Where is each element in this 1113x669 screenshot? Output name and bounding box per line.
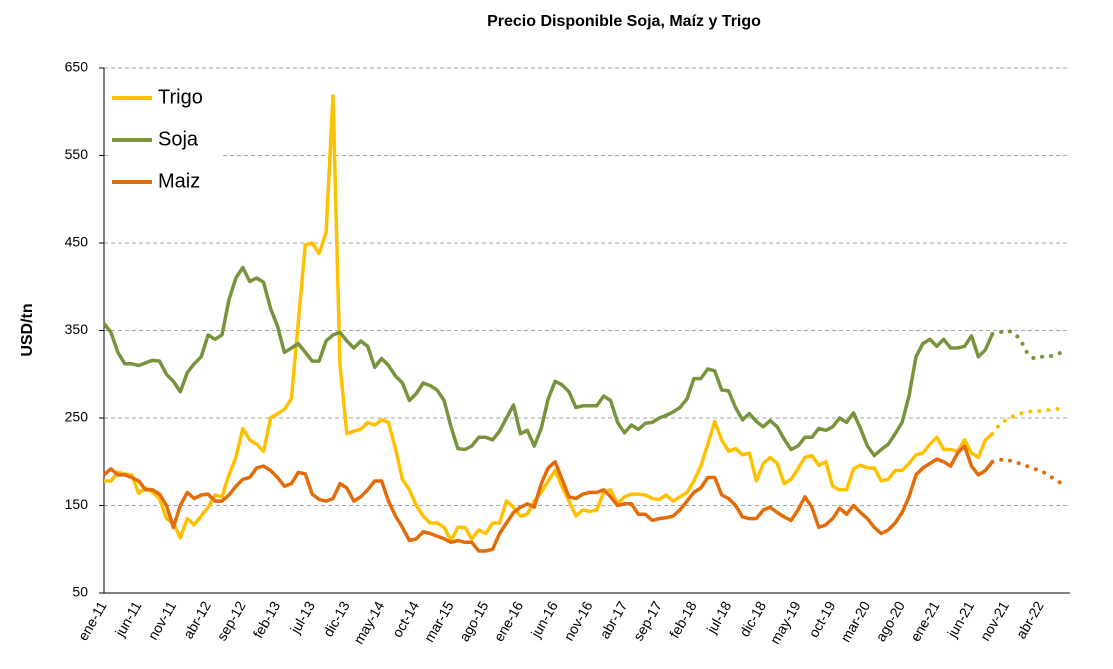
series-line xyxy=(102,444,994,553)
x-tick-label: abr-12 xyxy=(180,598,214,641)
x-tick-label: may-19 xyxy=(767,598,804,647)
y-tick-label: 450 xyxy=(65,234,89,250)
x-tick-label: ene-21 xyxy=(907,598,943,644)
x-tick-label: ene-16 xyxy=(491,598,527,644)
forecast-line xyxy=(990,457,1064,486)
x-tick-label: jun-21 xyxy=(943,598,977,641)
legend-label: Soja xyxy=(158,128,199,150)
x-tick-label: jun-16 xyxy=(527,598,561,641)
x-tick-label: sep-17 xyxy=(630,598,665,643)
y-tick-label: 50 xyxy=(72,584,88,600)
x-tick-label: oct-14 xyxy=(389,598,422,640)
x-tick-label: ago-20 xyxy=(872,598,908,644)
x-tick-label: jul-13 xyxy=(287,598,319,637)
series-line xyxy=(102,265,994,458)
x-tick-label: ago-15 xyxy=(456,598,492,644)
x-tick-label: oct-19 xyxy=(805,598,838,640)
x-tick-label: jul-18 xyxy=(703,598,735,637)
x-tick-label: jun-11 xyxy=(111,598,144,640)
x-tick-label: may-14 xyxy=(350,598,387,647)
x-tick-label: sep-12 xyxy=(213,598,248,643)
forecast-line xyxy=(990,406,1064,436)
y-tick-label: 550 xyxy=(65,146,89,162)
y-axis-label: USD/tn xyxy=(19,303,36,356)
x-tick-label: nov-16 xyxy=(560,598,595,643)
legend-label: Maiz xyxy=(158,170,200,192)
series-line xyxy=(104,94,994,543)
x-tick-label: nov-11 xyxy=(144,598,179,642)
y-tick-label: 250 xyxy=(65,409,89,425)
y-tick-label: 150 xyxy=(65,496,89,512)
legend-label: Trigo xyxy=(158,86,203,108)
x-tick-label: abr-17 xyxy=(596,598,630,641)
x-tick-label: feb-18 xyxy=(666,598,700,641)
x-tick-label: nov-21 xyxy=(977,598,1012,643)
y-tick-label: 350 xyxy=(65,321,89,337)
x-tick-label: dic-18 xyxy=(736,598,769,639)
y-tick-label: 650 xyxy=(65,59,89,75)
x-tick-label: dic-13 xyxy=(320,598,353,639)
x-tick-label: ene-11 xyxy=(75,598,110,643)
chart-title: Precio Disponible Soja, Maíz y Trigo xyxy=(487,13,761,30)
x-tick-label: mar-20 xyxy=(837,598,873,645)
forecast-line xyxy=(990,328,1064,361)
x-tick-label: feb-13 xyxy=(250,598,284,641)
x-tick-label: mar-15 xyxy=(421,598,457,645)
x-tick-label: abr-22 xyxy=(1013,598,1047,641)
